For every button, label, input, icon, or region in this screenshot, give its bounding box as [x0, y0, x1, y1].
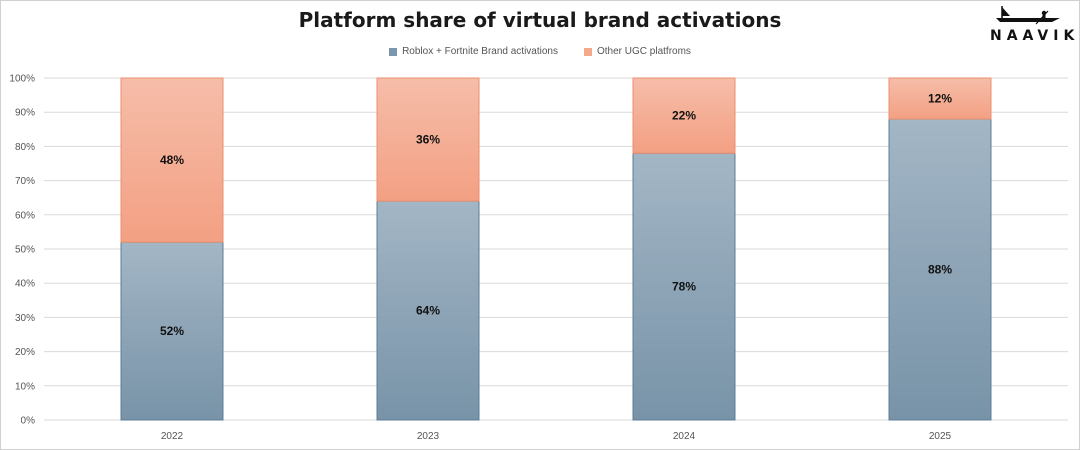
bar-roblox-fortnite — [632, 152, 736, 421]
bar-other-ugc — [888, 77, 992, 120]
y-tick-label: 80% — [15, 142, 35, 153]
x-tick-label: 2024 — [673, 431, 696, 442]
x-axis-ticks: 2022 2023 2024 2025 — [161, 431, 952, 442]
bar-roblox-fortnite — [888, 118, 992, 421]
y-tick-label: 20% — [15, 347, 35, 358]
x-tick-label: 2023 — [417, 431, 440, 442]
y-tick-label: 40% — [15, 279, 35, 290]
legend-label-other-ugc: Other UGC platfroms — [597, 46, 691, 57]
data-label: 48% — [160, 153, 184, 167]
bars: 52% 48% 64% 36% 78% 22% 88% 12% — [120, 77, 992, 421]
data-label: 64% — [416, 304, 440, 318]
y-tick-label: 50% — [15, 245, 35, 256]
data-label: 36% — [416, 133, 440, 147]
y-tick-label: 70% — [15, 176, 35, 187]
x-tick-label: 2025 — [929, 431, 952, 442]
legend-swatch-other-ugc — [584, 47, 592, 56]
bar-roblox-fortnite — [376, 200, 480, 421]
y-tick-label: 0% — [21, 416, 36, 427]
legend-swatch-roblox-fortnite — [389, 47, 398, 56]
naavik-logo: NAAVIK — [990, 4, 1080, 46]
y-tick-label: 60% — [15, 210, 35, 221]
bar-other-ugc — [376, 77, 480, 202]
y-tick-label: 100% — [9, 74, 35, 85]
chart-legend: Roblox + Fortnite Brand activations Othe… — [0, 46, 1080, 57]
legend-item-other-ugc: Other UGC platfroms — [584, 46, 691, 57]
data-label: 22% — [672, 109, 696, 123]
x-tick-label: 2022 — [161, 431, 184, 442]
legend-label-roblox-fortnite: Roblox + Fortnite Brand activations — [402, 46, 558, 57]
bar-other-ugc — [632, 77, 736, 154]
bar-roblox-fortnite — [120, 241, 224, 421]
y-tick-label: 90% — [15, 108, 35, 119]
legend-item-roblox-fortnite: Roblox + Fortnite Brand activations — [389, 46, 558, 57]
boat-icon — [996, 6, 1060, 25]
data-label: 12% — [928, 92, 952, 106]
chart-title: Platform share of virtual brand activati… — [298, 8, 782, 32]
y-tick-label: 10% — [15, 381, 35, 392]
y-tick-label: 30% — [15, 313, 35, 324]
bar-other-ugc — [120, 77, 224, 243]
y-axis-ticks: 0% 10% 20% 30% 40% 50% 60% 70% 80% 90% 100% — [9, 74, 35, 427]
data-label: 52% — [160, 324, 184, 338]
logo-text: NAAVIK — [990, 28, 1080, 44]
data-label: 88% — [928, 263, 952, 277]
data-label: 78% — [672, 280, 696, 294]
